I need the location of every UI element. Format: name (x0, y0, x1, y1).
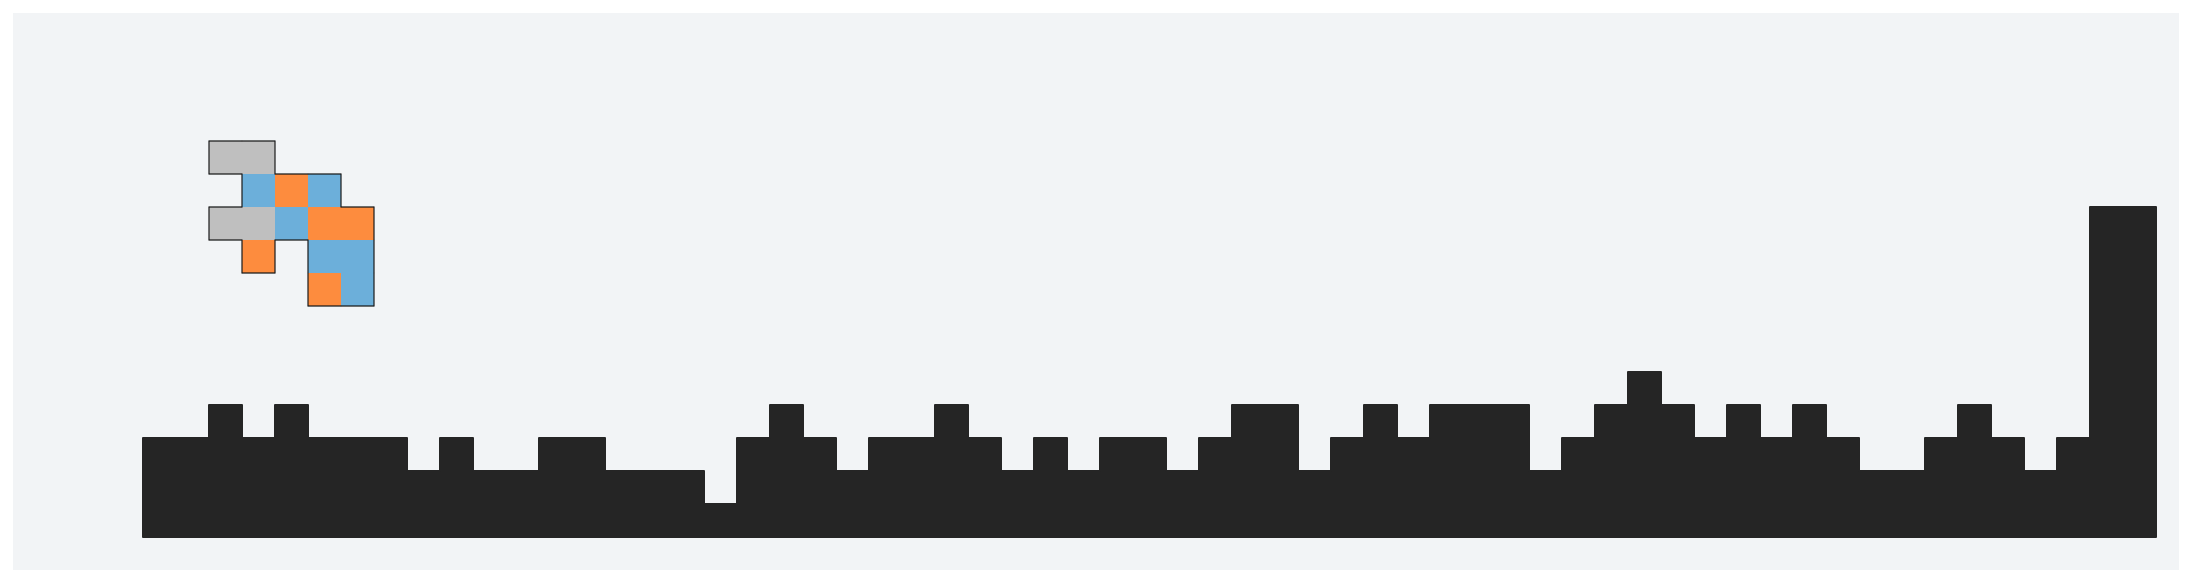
piece-cell-orange (242, 240, 275, 273)
piece-cell-orange (341, 207, 374, 240)
piece-cell-orange (308, 273, 341, 306)
piece-cell-blue (308, 240, 341, 273)
piece-cell-gray (242, 207, 275, 240)
piece-cell-orange (308, 207, 341, 240)
game-board (13, 13, 2179, 570)
ground-silhouette (142, 206, 2157, 538)
piece-cell-orange (275, 174, 308, 207)
piece-cell-gray (209, 141, 242, 174)
piece-cell-blue (275, 207, 308, 240)
falling-piece (208, 140, 375, 307)
piece-cell-blue (308, 174, 341, 207)
ground-terrain (142, 206, 2157, 538)
piece-cell-blue (341, 273, 374, 306)
piece-cell-blue (242, 174, 275, 207)
piece-cell-blue (341, 240, 374, 273)
game-board-canvas (142, 140, 2157, 538)
piece-cell-gray (209, 207, 242, 240)
piece-cell-gray (242, 141, 275, 174)
